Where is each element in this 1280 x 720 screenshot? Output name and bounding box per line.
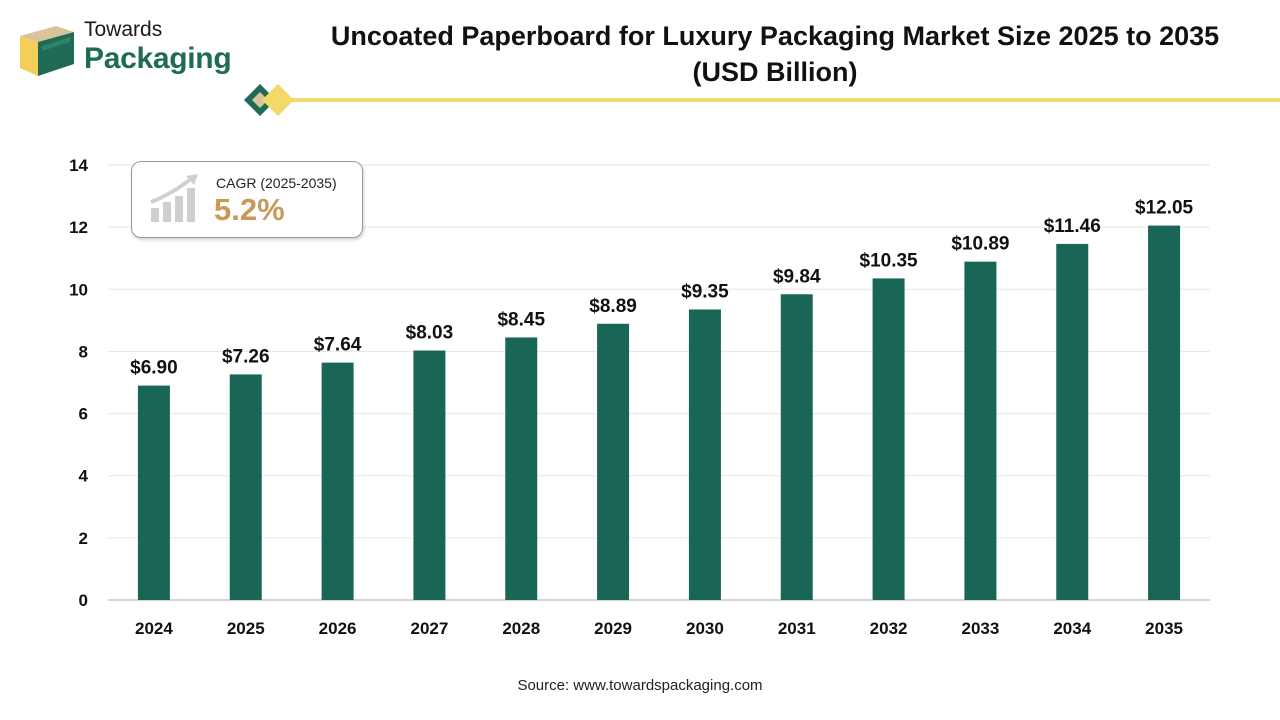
gold-divider <box>288 98 1280 102</box>
data-label: $9.35 <box>681 281 729 302</box>
y-tick-label: 6 <box>79 405 88 424</box>
x-tick-label: 2032 <box>870 619 908 638</box>
data-label: $10.89 <box>951 234 1009 255</box>
bar-layer <box>137 225 1181 600</box>
brand-logo: Towards Packaging <box>16 18 246 82</box>
y-tick-label: 10 <box>69 280 88 299</box>
y-tick-label: 4 <box>79 467 89 486</box>
data-label: $7.26 <box>222 346 270 367</box>
cagr-value: 5.2% <box>214 192 285 227</box>
x-tick-label: 2033 <box>962 619 1000 638</box>
cagr-callout: CAGR (2025-2035) 5.2% <box>131 161 363 238</box>
data-label: $7.64 <box>314 335 362 356</box>
x-tick-label: 2034 <box>1053 619 1091 638</box>
brand-line2: Packaging <box>84 42 232 75</box>
data-label: $11.46 <box>1044 216 1101 237</box>
data-label: $6.90 <box>130 358 178 379</box>
data-label: $12.05 <box>1135 198 1194 219</box>
bar <box>780 294 813 600</box>
x-tick-label: 2026 <box>319 619 357 638</box>
x-tick-label: 2031 <box>778 619 816 638</box>
data-label: $8.89 <box>589 296 637 317</box>
chart-title-line1: Uncoated Paperboard for Luxury Packaging… <box>330 21 1220 51</box>
source-note: Source: www.towardspackaging.com <box>517 677 763 694</box>
box-logo-icon <box>20 26 74 76</box>
data-label: $9.84 <box>773 266 821 287</box>
y-tick-label: 8 <box>79 342 88 361</box>
cagr-label: CAGR (2025-2035) <box>216 175 337 191</box>
x-tick-label: 2028 <box>502 619 540 638</box>
bar <box>597 323 630 600</box>
bar <box>137 385 170 600</box>
x-tick-label: 2029 <box>594 619 632 638</box>
bar <box>1148 225 1181 600</box>
diamond-decoration-icon <box>244 84 294 116</box>
label-layer: 0 2 4 6 8 10 12 14 $6.90 2024 $7.26 2025 $7.64 2026 $8… <box>69 156 1193 638</box>
x-tick-label: 2027 <box>411 619 449 638</box>
bar <box>413 350 446 600</box>
x-tick-label: 2024 <box>135 619 173 638</box>
bar <box>1056 243 1089 600</box>
y-tick-label: 0 <box>79 591 88 610</box>
y-tick-label: 12 <box>69 218 88 237</box>
bar <box>505 337 538 600</box>
bar <box>964 261 997 600</box>
chart-title-line2: (USD Billion) <box>692 57 858 87</box>
data-label: $8.45 <box>497 309 545 330</box>
x-tick-label: 2035 <box>1145 619 1183 638</box>
bar <box>872 278 905 600</box>
brand-line1: Towards <box>84 18 163 41</box>
chart-title: Uncoated Paperboard for Luxury Packaging… <box>290 18 1260 90</box>
bar <box>688 309 721 600</box>
growth-chart-icon <box>150 174 198 222</box>
y-tick-label: 14 <box>69 156 88 175</box>
x-tick-label: 2025 <box>227 619 265 638</box>
bar <box>229 374 262 600</box>
data-label: $8.03 <box>406 322 454 343</box>
bar <box>321 362 354 600</box>
y-tick-label: 2 <box>79 529 88 548</box>
data-label: $10.35 <box>860 250 919 271</box>
x-tick-label: 2030 <box>686 619 724 638</box>
